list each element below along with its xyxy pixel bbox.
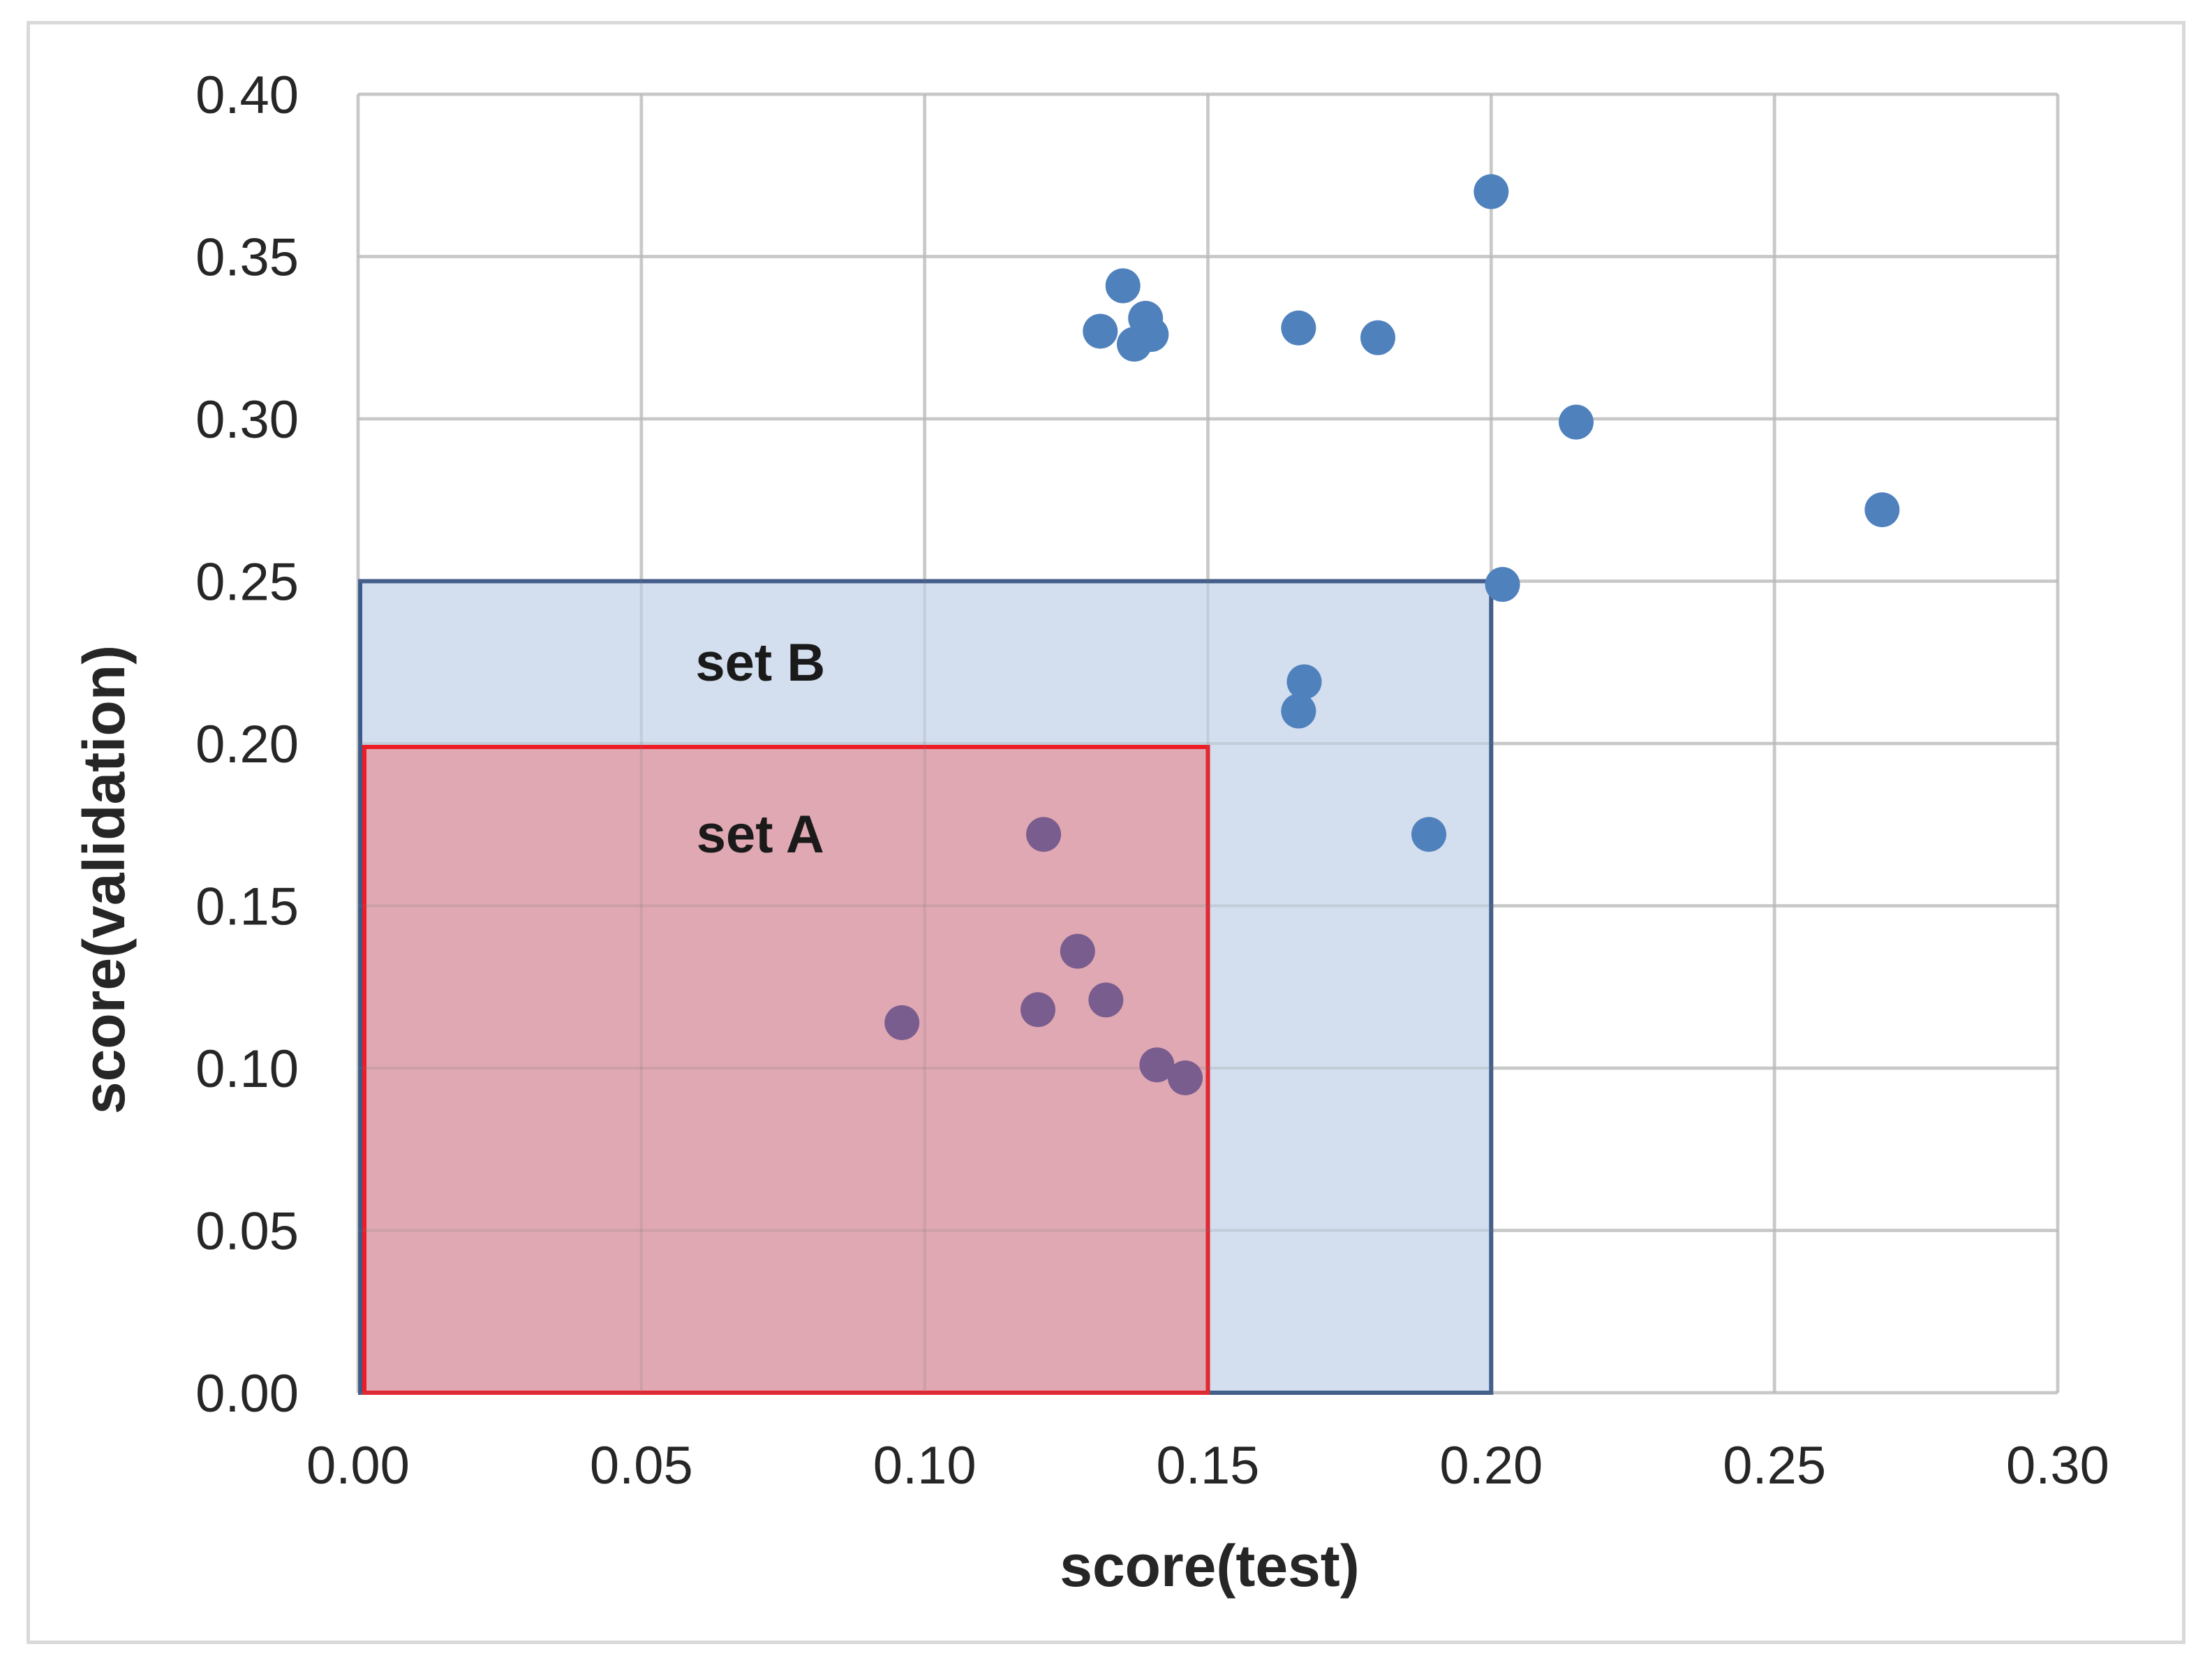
data-point: [1026, 817, 1062, 852]
x-tick-label: 0.00: [306, 1436, 410, 1495]
data-points: [884, 174, 1900, 1095]
y-tick-label: 0.40: [195, 66, 299, 125]
x-tick-label: 0.10: [873, 1436, 977, 1495]
data-point: [1281, 310, 1316, 346]
regions: set B set A: [357, 93, 2059, 1395]
data-point: [1485, 567, 1520, 602]
x-axis-title: score(test): [1060, 1533, 1359, 1599]
data-point: [884, 1005, 920, 1040]
data-point: [1281, 693, 1316, 729]
region-label-set-a: set A: [697, 805, 824, 864]
region-set-a: [362, 745, 1210, 1395]
x-tick-label: 0.30: [2006, 1436, 2109, 1495]
y-tick-label: 0.30: [195, 390, 299, 450]
y-tick-label: 0.00: [195, 1364, 299, 1423]
y-tick-label: 0.15: [195, 878, 299, 937]
y-tick-label: 0.25: [195, 553, 299, 612]
y-axis-title: score(validation): [71, 645, 137, 1114]
x-tick-label: 0.20: [1439, 1436, 1543, 1495]
y-tick-label: 0.10: [195, 1039, 299, 1099]
data-point: [1139, 1047, 1175, 1083]
x-tick-label: 0.15: [1157, 1436, 1260, 1495]
data-point: [1168, 1060, 1203, 1095]
y-tick-label: 0.35: [195, 228, 299, 288]
data-point: [1559, 404, 1594, 440]
y-tick-label: 0.05: [195, 1202, 299, 1261]
data-point: [1134, 317, 1169, 353]
x-tick-label: 0.05: [590, 1436, 693, 1495]
data-point: [1474, 174, 1509, 209]
data-point: [1411, 817, 1447, 852]
data-point: [1864, 492, 1900, 528]
data-point: [1060, 933, 1095, 969]
tick-labels: 0.00 0.05 0.10 0.15 0.20 0.25 0.30 0.00 0.05 0.10…: [195, 66, 2109, 1495]
y-tick-label: 0.20: [195, 715, 299, 774]
axis-titles: score(test) score(validation): [71, 645, 1360, 1599]
data-point: [1083, 313, 1118, 349]
x-tick-label: 0.25: [1723, 1436, 1826, 1495]
data-point: [1020, 992, 1055, 1028]
data-point: [1105, 268, 1141, 304]
data-point: [1360, 320, 1395, 355]
data-point: [1088, 982, 1124, 1018]
data-point: [1286, 664, 1322, 700]
region-label-set-b: set B: [695, 633, 825, 693]
